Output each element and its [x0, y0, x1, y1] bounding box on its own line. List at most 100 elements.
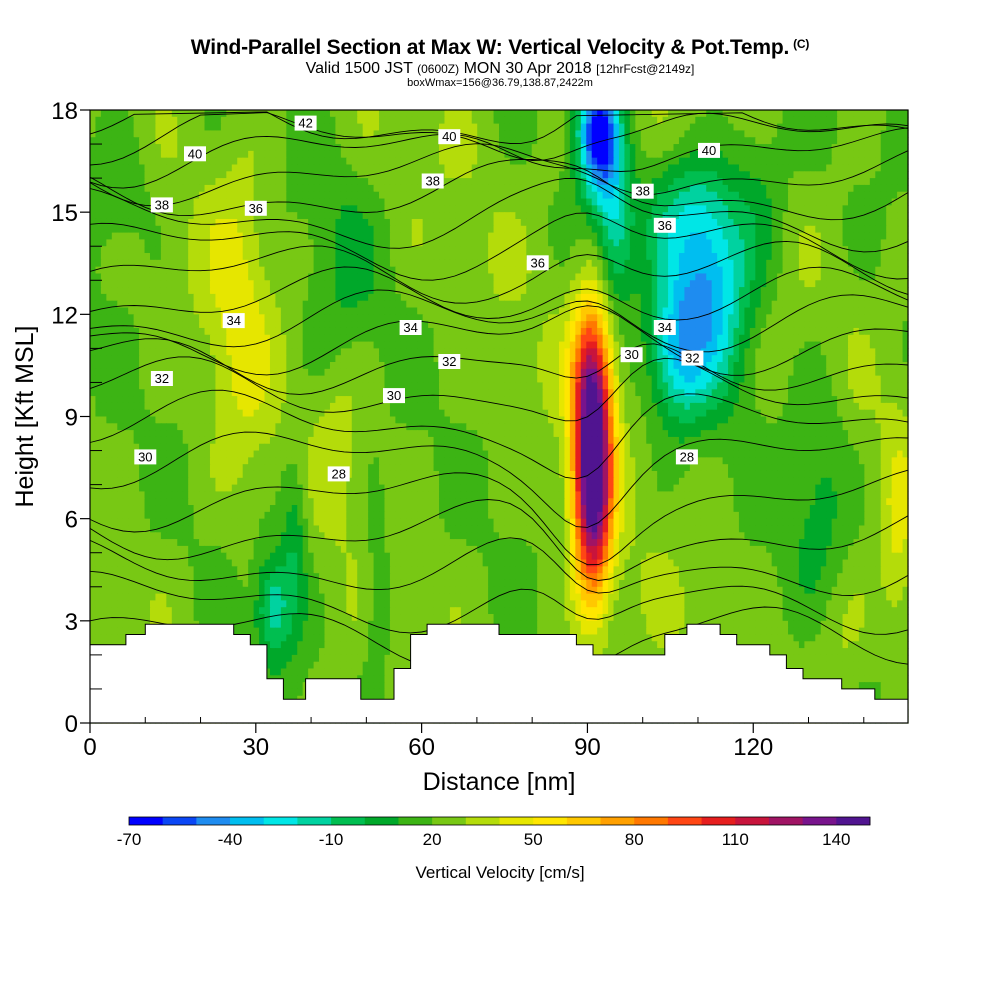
w-cell: [351, 327, 358, 336]
w-cell: [897, 184, 904, 193]
w-cell: [209, 164, 217, 172]
w-cell: [411, 273, 418, 281]
w-cell: [542, 246, 549, 254]
w-cell: [122, 225, 129, 234]
w-cell: [166, 164, 173, 172]
w-cell: [351, 246, 358, 254]
w-cell: [171, 307, 178, 315]
w-cell: [193, 164, 200, 172]
w-cell: [220, 259, 227, 268]
w-cell: [406, 239, 413, 247]
w-cell: [602, 171, 609, 179]
w-cell: [815, 266, 822, 275]
w-cell: [346, 184, 353, 193]
w-cell: [509, 205, 516, 213]
w-cell: [564, 239, 571, 247]
w-cell: [351, 205, 358, 213]
w-cell: [433, 164, 440, 172]
w-cell: [291, 253, 298, 261]
w-cell: [111, 191, 118, 200]
w-cell: [248, 123, 255, 132]
w-cell: [155, 225, 162, 234]
w-cell: [678, 232, 686, 241]
w-cell: [248, 130, 255, 138]
w-cell: [329, 164, 336, 172]
w-cell: [711, 232, 718, 241]
w-cell: [149, 293, 157, 302]
w-cell: [891, 253, 898, 261]
w-cell: [564, 273, 571, 281]
w-cell: [335, 150, 342, 159]
w-cell: [558, 232, 566, 241]
w-cell: [886, 212, 893, 220]
w-cell: [482, 259, 489, 268]
w-cell: [640, 157, 647, 166]
w-cell: [117, 300, 124, 309]
w-cell: [689, 212, 696, 220]
w-cell: [744, 191, 751, 200]
w-cell: [526, 239, 533, 247]
w-cell: [591, 232, 598, 241]
w-cell: [499, 164, 506, 172]
w-cell: [220, 218, 227, 227]
w-cell: [466, 212, 473, 220]
w-cell: [504, 232, 511, 241]
w-cell: [706, 293, 713, 302]
w-cell: [558, 266, 566, 275]
w-cell: [815, 178, 822, 186]
w-cell: [722, 246, 729, 254]
w-cell: [526, 198, 533, 206]
w-cell: [553, 144, 560, 152]
w-cell: [853, 150, 860, 159]
w-cell: [575, 212, 582, 220]
w-cell: [95, 130, 102, 138]
w-cell: [826, 171, 833, 179]
w-cell: [269, 110, 277, 118]
w-cell: [788, 110, 795, 118]
w-cell: [738, 307, 745, 315]
w-cell: [253, 334, 260, 343]
w-cell: [504, 144, 511, 152]
w-cell: [771, 293, 778, 302]
w-cell: [346, 164, 353, 172]
w-cell: [209, 246, 217, 254]
w-cell: [384, 191, 391, 200]
w-cell: [858, 130, 865, 138]
w-cell: [586, 293, 593, 302]
w-cell: [144, 327, 151, 336]
w-cell: [493, 225, 500, 234]
w-cell: [237, 150, 244, 159]
w-cell: [177, 171, 184, 179]
w-cell: [122, 266, 129, 275]
w-cell: [537, 307, 544, 315]
w-cell: [651, 246, 658, 254]
w-cell: [864, 253, 871, 261]
w-cell: [280, 314, 287, 322]
w-cell: [897, 259, 904, 268]
w-cell: [515, 218, 522, 227]
w-cell: [826, 259, 833, 268]
w-cell: [384, 293, 391, 302]
w-cell: [395, 259, 402, 268]
w-cell: [689, 116, 696, 125]
w-cell: [848, 287, 855, 295]
w-cell: [662, 314, 669, 322]
w-cell: [95, 280, 102, 288]
w-cell: [215, 280, 222, 288]
w-cell: [558, 205, 566, 213]
w-cell: [117, 150, 124, 159]
w-cell: [542, 266, 549, 275]
w-cell: [444, 232, 451, 241]
w-cell: [793, 300, 800, 309]
w-cell: [504, 171, 511, 179]
w-cell: [362, 266, 369, 275]
w-cell: [95, 123, 102, 132]
w-cell: [122, 327, 129, 336]
w-cell: [433, 293, 440, 302]
w-cell: [820, 150, 827, 159]
w-cell: [433, 130, 440, 138]
w-cell: [406, 280, 413, 288]
w-cell: [357, 300, 364, 309]
w-cell: [875, 171, 882, 179]
w-cell: [226, 150, 233, 159]
